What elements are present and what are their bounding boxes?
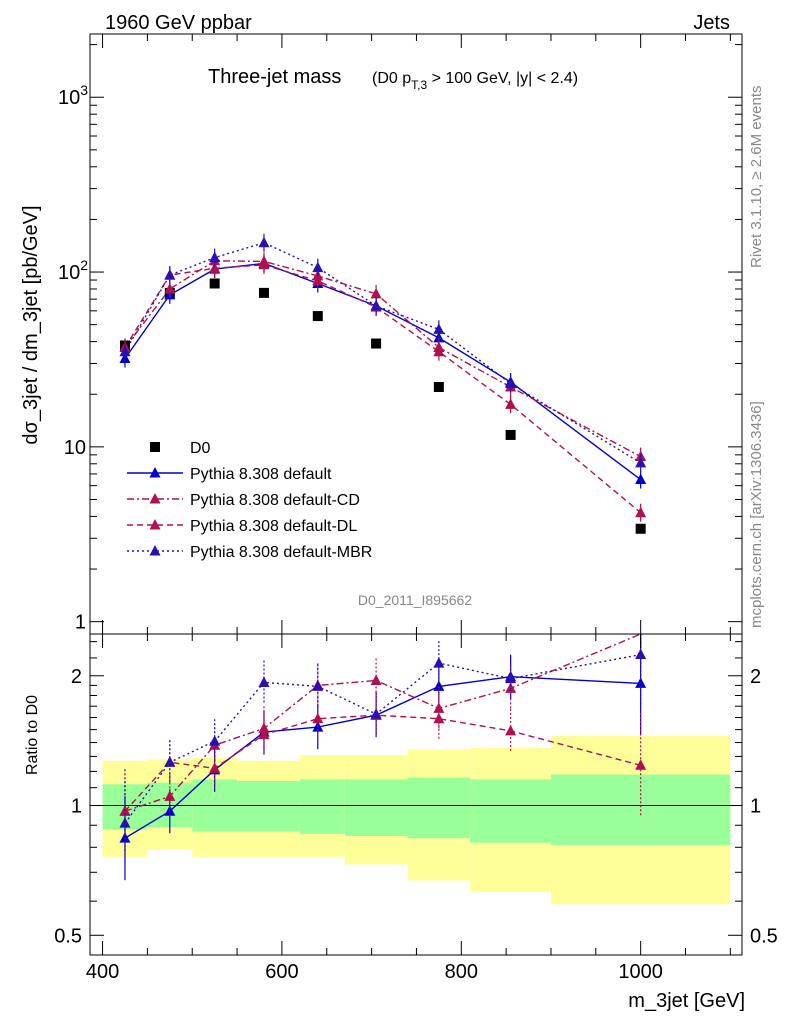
ratio-y-tick-label: 2 — [71, 666, 82, 688]
ratio-point — [312, 712, 324, 724]
data-point — [209, 262, 221, 273]
legend-marker — [149, 545, 161, 556]
y-tick-label: 10 — [64, 437, 86, 459]
legend: D0 Pythia 8.308 default Pythia 8.308 defau… — [127, 440, 372, 561]
series-line-3 — [124, 264, 642, 514]
data-point — [258, 236, 270, 248]
legend-label: D0 — [190, 440, 211, 457]
data-point — [209, 251, 221, 263]
x-tick-label: 800 — [445, 961, 478, 983]
ratio-y-tick-label-right: 2 — [750, 666, 761, 688]
data-point — [505, 398, 517, 409]
plot-title-main: Three-jet mass — [208, 66, 341, 88]
legend-label: Pythia 8.308 default-DL — [190, 518, 357, 535]
data-point — [209, 278, 220, 289]
header-right: Jets — [693, 12, 730, 34]
ratio-point — [209, 762, 221, 773]
data-point — [433, 381, 444, 392]
x-tick-label: 600 — [265, 961, 298, 983]
plot-title-sub: (D0 pT,3 > 100 GeV, |y| < 2.4) — [372, 70, 578, 92]
ratio-point — [164, 756, 176, 767]
data-point — [635, 506, 647, 518]
data-point — [505, 429, 516, 440]
series-line-2 — [124, 260, 642, 458]
data-point — [164, 282, 176, 294]
legend-marker — [150, 442, 160, 452]
ratio-point — [258, 722, 270, 733]
rivet-label: Rivet 3.1.10, ≥ 2.6M events — [748, 86, 765, 269]
data-point — [312, 261, 324, 273]
uncertainty-band-inner — [299, 779, 345, 834]
ratio-point — [164, 790, 176, 801]
ratio-point — [370, 674, 382, 686]
y-tick-label: 102 — [58, 257, 88, 284]
x-tick-label: 1000 — [618, 961, 663, 983]
data-point — [635, 523, 646, 534]
uncertainty-band-inner — [344, 779, 408, 836]
ratio-point — [635, 648, 647, 660]
ratio-point — [312, 680, 324, 691]
upper-frame — [89, 33, 743, 635]
uncertainty-band-inner — [470, 779, 551, 843]
y-tick-label: 1 — [75, 612, 86, 634]
ratio-y-tick-label: 0.5 — [54, 925, 82, 947]
header-left: 1960 GeV ppbar — [105, 12, 252, 34]
data-point — [258, 287, 269, 298]
ratio-y-tick-label-right: 0.5 — [750, 925, 778, 947]
ratio-point — [505, 672, 517, 684]
data-point — [505, 377, 517, 389]
lower-y-axis-label: Ratio to D0 — [24, 695, 41, 775]
data-point — [371, 338, 382, 349]
data-point — [119, 345, 131, 357]
ratio-point — [433, 657, 445, 668]
ratio-point — [433, 702, 445, 713]
ratio-point — [505, 724, 517, 736]
data-point — [370, 299, 382, 311]
ratio-point — [505, 682, 517, 693]
ratio-point — [635, 759, 647, 770]
x-tick-label: 400 — [86, 961, 119, 983]
uncertainty-band-inner — [237, 780, 300, 832]
ratio-point — [209, 735, 221, 746]
x-axis-label: m_3jet [GeV] — [628, 990, 745, 1012]
ratio-line-2 — [124, 714, 641, 812]
legend-label: Pythia 8.308 default-MBR — [190, 544, 372, 561]
uncertainty-band-inner — [407, 777, 471, 839]
legend-marker — [149, 493, 161, 504]
legend-marker — [149, 467, 161, 478]
data-point — [312, 311, 323, 322]
data-point — [433, 323, 445, 334]
data-point — [258, 258, 270, 270]
ratio-point — [370, 708, 382, 719]
lower-panel: 0.5 0.5 1 1 2 2 400 600 800 1000 Ratio to D0 m_3j… — [24, 633, 778, 1012]
data-point — [164, 269, 176, 280]
legend-marker — [149, 519, 161, 530]
data-point — [433, 345, 445, 357]
data-point — [635, 456, 647, 468]
y-tick-label: 103 — [58, 82, 88, 109]
data-point — [312, 274, 324, 286]
mcplots-label: mcplots.cern.ch [arXiv:1306.3436] — [748, 401, 765, 628]
ratio-point — [433, 712, 445, 724]
upper-y-axis-label: dσ_3jet / dm_3jet [pb/GeV] — [20, 205, 42, 444]
analysis-tag: D0_2011_I895662 — [358, 592, 472, 608]
data-point — [635, 473, 647, 485]
data-point — [370, 287, 382, 299]
legend-label: Pythia 8.308 default-CD — [190, 492, 360, 509]
ratio-point — [433, 680, 445, 691]
ratio-y-tick-label-right: 1 — [750, 796, 761, 818]
legend-label: Pythia 8.308 default — [190, 466, 332, 483]
ratio-point — [258, 676, 270, 687]
ratio-point — [119, 817, 131, 828]
ratio-y-tick-label: 1 — [71, 796, 82, 818]
ratio-point — [258, 728, 270, 740]
